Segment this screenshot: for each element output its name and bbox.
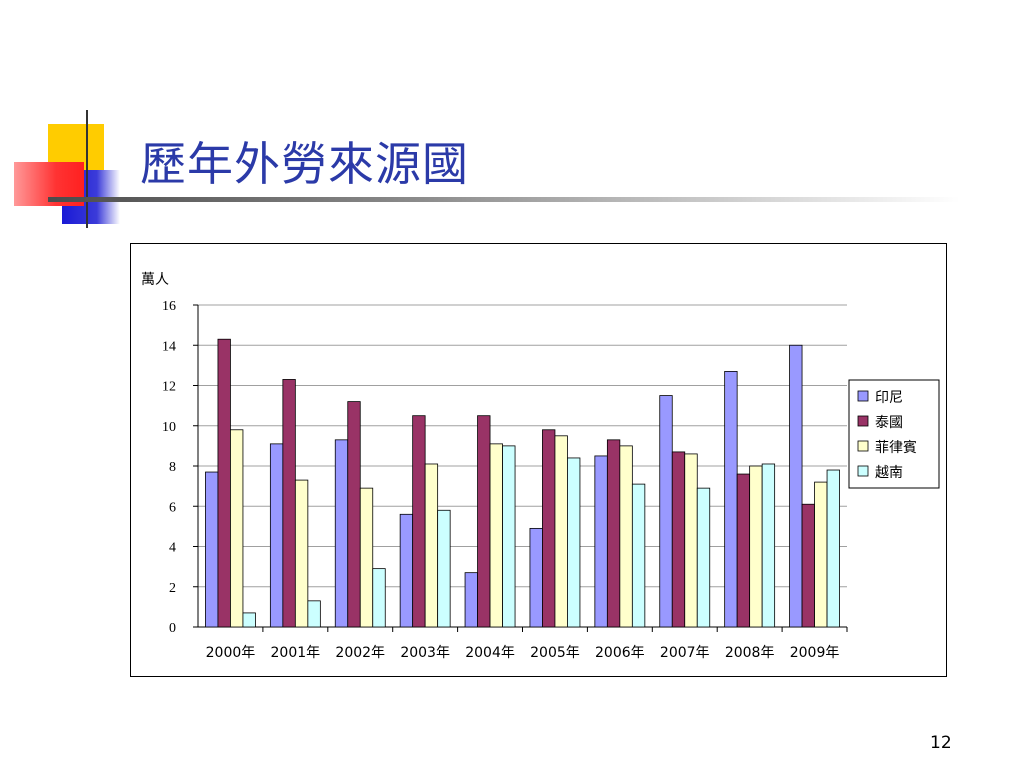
- bar-印尼-2007年: [659, 395, 673, 628]
- bar-越南-2003年: [437, 509, 451, 628]
- legend-label: 印尼: [875, 390, 903, 406]
- bar-越南-2004年: [502, 445, 516, 628]
- bar-菲律賓-2007年: [684, 453, 698, 628]
- x-tick-label: 2005年: [530, 645, 580, 661]
- y-axis-unit-label: 萬人: [141, 272, 169, 288]
- x-tick-label: 2004年: [465, 645, 515, 661]
- bar-泰國-2008年: [736, 473, 751, 628]
- bar-泰國-2000年: [217, 338, 231, 628]
- bar-菲律賓-2002年: [359, 487, 374, 628]
- bar-泰國-2003年: [412, 415, 426, 628]
- legend-swatch: [857, 440, 869, 452]
- bar-泰國-2009年: [801, 503, 815, 628]
- x-tick-label: 2007年: [660, 645, 710, 661]
- x-tick-label: 2008年: [725, 645, 775, 661]
- y-tick-label: 0: [169, 621, 176, 636]
- bar-菲律賓-2000年: [230, 429, 244, 628]
- bar-菲律賓-2003年: [424, 463, 439, 628]
- bar-越南-2007年: [696, 487, 711, 628]
- bar-泰國-2002年: [347, 401, 361, 628]
- deco-vertical-line: [86, 110, 88, 228]
- bar-chart: 0 2 4 6 8 10 12 14 16 萬人 2000年 2001年 2002年 2003年 2004年…: [141, 272, 940, 661]
- bar-印尼-2009年: [789, 344, 803, 628]
- bar-印尼-2005年: [529, 527, 543, 628]
- bar-越南-2002年: [372, 568, 386, 628]
- y-tick-label: 8: [169, 460, 176, 475]
- bar-泰國-2004年: [477, 415, 491, 628]
- x-tick-label: 2006年: [595, 645, 645, 661]
- bar-菲律賓-2009年: [814, 481, 828, 628]
- y-tick-label: 6: [169, 500, 176, 515]
- bar-越南-2000年: [242, 612, 256, 628]
- y-tick-label: 4: [169, 541, 176, 556]
- y-tick-label: 2: [169, 581, 176, 596]
- bar-印尼-2004年: [464, 572, 478, 628]
- slide-title: 歷年外勞來源國: [140, 137, 469, 191]
- legend-swatch: [857, 415, 869, 427]
- y-tick-label: 14: [162, 339, 176, 354]
- bar-印尼-2000年: [205, 471, 219, 628]
- bar-越南-2006年: [631, 483, 646, 628]
- bar-越南-2009年: [826, 469, 840, 628]
- bar-越南-2008年: [761, 463, 776, 628]
- y-tick-label: 12: [162, 380, 176, 395]
- bar-菲律賓-2004年: [489, 443, 503, 628]
- y-tick-label: 10: [162, 420, 176, 435]
- x-tick-label: 2001年: [271, 645, 321, 661]
- bar-泰國-2001年: [282, 379, 296, 628]
- bar-印尼-2008年: [724, 371, 738, 628]
- legend-swatch: [857, 465, 869, 477]
- x-tick-label: 2000年: [206, 645, 256, 661]
- bar-印尼-2006年: [594, 455, 608, 628]
- legend-label: 越南: [875, 465, 903, 481]
- bar-菲律賓-2001年: [294, 479, 309, 628]
- bar-菲律賓-2005年: [554, 435, 568, 628]
- bar-越南-2001年: [307, 600, 321, 628]
- bar-印尼-2001年: [269, 443, 284, 628]
- x-tick-label: 2003年: [400, 645, 450, 661]
- legend-swatch: [857, 390, 869, 402]
- bar-泰國-2006年: [606, 439, 621, 628]
- y-tick-label: 16: [162, 299, 176, 314]
- chart-frame: 0 2 4 6 8 10 12 14 16 萬人 2000年 2001年 2002年 2003年 2004年…: [130, 243, 947, 677]
- bar-菲律賓-2008年: [749, 465, 763, 628]
- bar-印尼-2002年: [334, 439, 349, 628]
- bar-印尼-2003年: [399, 513, 414, 628]
- bar-越南-2005年: [567, 457, 581, 628]
- bar-泰國-2007年: [671, 451, 686, 628]
- legend-label: 菲律賓: [875, 439, 917, 456]
- page-number: 12: [930, 733, 952, 753]
- legend-label: 泰國: [875, 415, 903, 431]
- x-tick-label: 2002年: [335, 645, 385, 661]
- bar-泰國-2005年: [542, 429, 556, 628]
- bar-菲律賓-2006年: [619, 445, 633, 628]
- x-tick-label: 2009年: [790, 645, 840, 661]
- title-underline: [48, 197, 960, 202]
